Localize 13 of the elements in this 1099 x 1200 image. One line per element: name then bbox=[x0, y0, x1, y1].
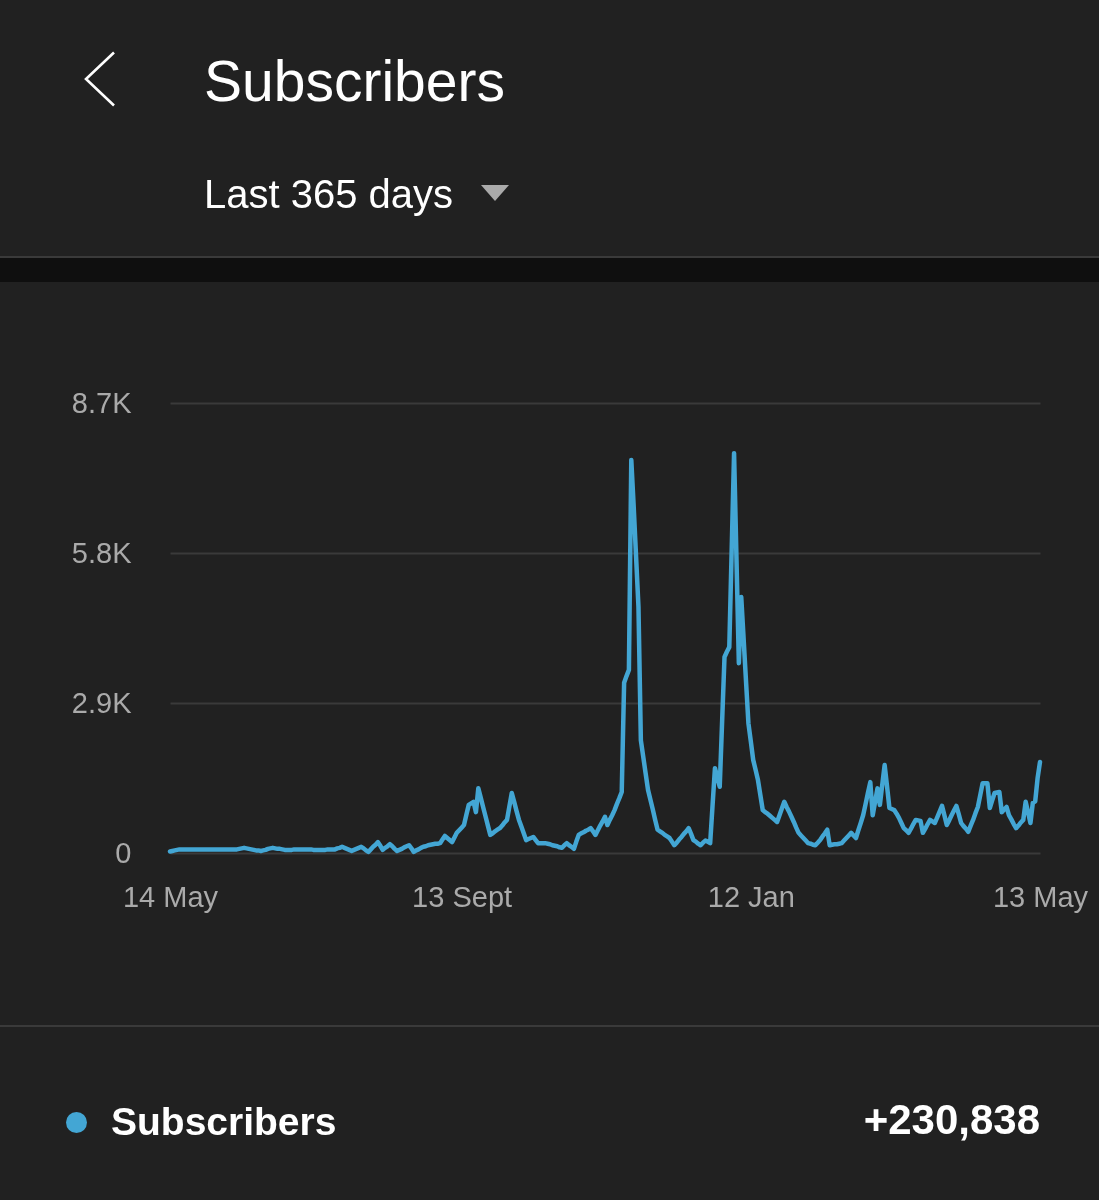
y-tick-label: 5.8K bbox=[71, 536, 133, 569]
x-tick-label: 13 Sept bbox=[412, 880, 513, 913]
y-tick-label: 8.7K bbox=[71, 386, 133, 419]
chart-subtitle: Last 365 days bbox=[204, 171, 454, 218]
y-tick-label: 0 bbox=[115, 836, 132, 869]
x-tick-label: 14 May bbox=[122, 880, 219, 913]
legend-label: Subscribers bbox=[111, 1099, 337, 1143]
x-tick-label: 12 Jan bbox=[707, 880, 795, 913]
chart-title: Subscribers bbox=[204, 48, 505, 115]
text: +230,838 bbox=[863, 1095, 1040, 1145]
line-series bbox=[167, 450, 1043, 855]
x-tick-label: 13 May bbox=[992, 880, 1089, 913]
y-tick-label: 2.9K bbox=[71, 686, 133, 719]
